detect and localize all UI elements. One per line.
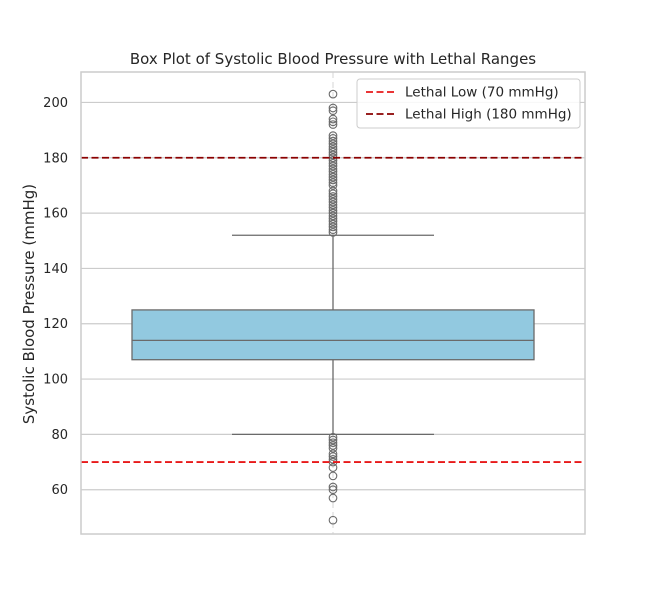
outlier-point	[328, 134, 338, 143]
outlier-point	[328, 471, 338, 481]
box-iqr	[131, 309, 535, 361]
outlier-point	[328, 175, 338, 185]
legend-label: Lethal Low (70 mmHg)	[405, 85, 559, 101]
outlier-point	[328, 211, 338, 221]
y-tick-label: 140	[43, 262, 68, 277]
outlier-point	[328, 164, 338, 174]
outlier-point	[328, 142, 338, 152]
outlier-point	[328, 170, 338, 179]
outlier-point	[328, 120, 338, 129]
outlier-point	[328, 139, 338, 149]
y-tick-label: 200	[43, 96, 68, 111]
outlier-point	[328, 441, 338, 450]
outlier-point	[328, 117, 338, 127]
outlier-point	[328, 192, 338, 201]
outlier-point	[328, 136, 338, 146]
y-axis-title: Systolic Blood Pressure (mmHg)	[20, 184, 38, 424]
outlier-point	[328, 200, 338, 210]
outlier-point	[328, 167, 338, 176]
chart-title: Box Plot of Systolic Blood Pressure with…	[130, 50, 536, 68]
plot-frame	[80, 71, 586, 535]
outlier-point	[328, 225, 338, 235]
outlier-point	[328, 156, 338, 165]
y-tick-label: 160	[43, 207, 68, 222]
outlier-point	[328, 449, 338, 459]
outlier-point	[328, 197, 338, 207]
outlier-point	[328, 482, 338, 492]
outlier-point	[328, 150, 338, 160]
outlier-point	[328, 452, 338, 461]
y-tick-label: 80	[51, 428, 68, 443]
legend: Lethal Low (70 mmHg) Lethal High (180 mmH…	[356, 78, 581, 129]
outlier-point	[328, 161, 338, 171]
outlier-point	[328, 205, 338, 215]
outlier-point	[328, 443, 338, 453]
y-tick-label: 100	[43, 373, 68, 388]
outlier-point	[328, 181, 338, 190]
outlier-point	[328, 438, 338, 448]
outlier-point	[328, 114, 338, 124]
legend-box	[356, 78, 581, 129]
outlier-point	[328, 454, 338, 464]
outlier-point	[328, 189, 338, 199]
y-tick-label: 120	[43, 317, 68, 332]
outlier-point	[328, 131, 338, 140]
outlier-point	[328, 172, 338, 182]
outlier-point	[328, 432, 338, 442]
outlier-point	[328, 435, 338, 445]
outlier-point	[328, 214, 338, 223]
outlier-point	[328, 158, 338, 168]
plot-area: 60 80 100 120 140 160 180 200	[43, 71, 586, 535]
outlier-point	[328, 208, 338, 218]
outlier-point	[328, 463, 338, 472]
outlier-point	[328, 194, 338, 204]
outlier-point	[328, 515, 338, 525]
outlier-point	[328, 186, 338, 196]
outlier-point	[328, 178, 338, 188]
outlier-point	[328, 106, 338, 116]
outlier-point	[328, 228, 338, 237]
outlier-point	[328, 203, 338, 212]
y-tick-label: 60	[51, 483, 68, 498]
legend-label: Lethal High (180 mmHg)	[405, 107, 572, 123]
outlier-point	[328, 145, 338, 154]
outlier-point	[328, 219, 338, 229]
outlier-point	[328, 103, 338, 113]
outlier-point	[328, 89, 338, 99]
outlier-point	[328, 147, 338, 157]
outlier-point	[328, 485, 338, 495]
outlier-point	[328, 217, 338, 226]
outlier-point	[328, 222, 338, 232]
outlier-point	[328, 493, 338, 503]
y-tick-label: 180	[43, 151, 68, 166]
